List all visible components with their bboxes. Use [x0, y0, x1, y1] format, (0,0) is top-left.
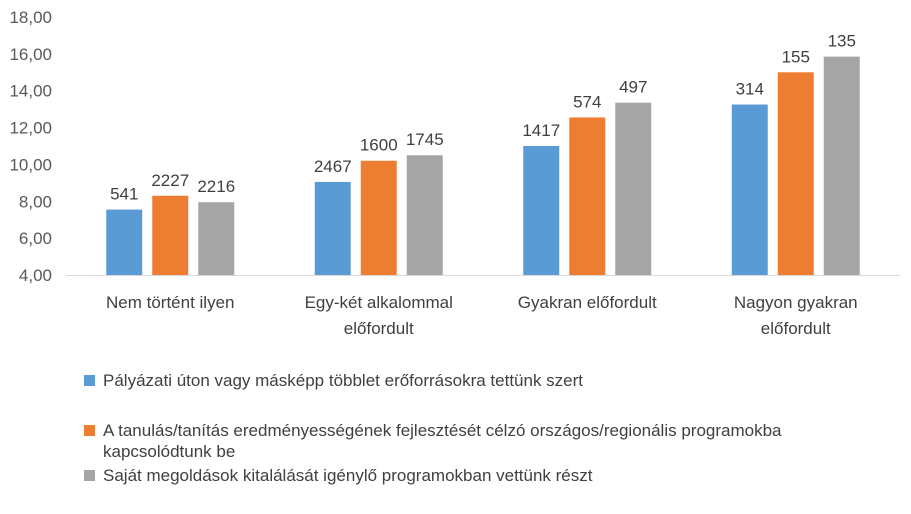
data-label: 1745: [406, 130, 444, 149]
bars: [106, 56, 860, 276]
legend-swatch-series-1: [84, 375, 95, 386]
bar-series-1-3: [523, 146, 560, 275]
data-label: 497: [619, 78, 647, 97]
data-label: 2227: [151, 171, 189, 190]
legend-label-series-2: A tanulás/tanítás eredményességének fejl…: [103, 421, 782, 461]
y-tick-label: 18,00: [9, 8, 52, 27]
legend-item-series-2: A tanulás/tanítás eredményességének fejl…: [84, 420, 863, 462]
bar-series-3-3: [615, 102, 652, 275]
data-label: 541: [110, 185, 138, 204]
bar-series-1-2: [314, 181, 351, 275]
data-label: 2216: [197, 177, 235, 196]
legend-swatch-series-2: [84, 425, 95, 436]
data-label: 1417: [522, 121, 560, 140]
bar-series-2-2: [360, 160, 397, 275]
bar-labels: 541 2227 2216 2467 1600 1745 1417 574 497 314 155 1…: [110, 32, 856, 204]
bar-series-3-2: [406, 155, 443, 275]
bar-series-2-4: [777, 72, 814, 276]
x-category-label: Gyakran előfordult: [518, 293, 657, 312]
y-axis: 4,00 6,00 8,00 10,00 12,00 14,00 16,00 18,00: [9, 8, 52, 285]
bar-series-1-4: [731, 104, 768, 276]
data-label: 574: [573, 92, 601, 111]
x-category-label: előfordult: [761, 319, 831, 338]
x-category-label: Egy-két alkalommal: [305, 293, 453, 312]
legend-item-series-3: Saját megoldások kitalálását igénylő pro…: [84, 465, 863, 486]
bar-series-3-4: [823, 56, 860, 275]
bar-series-3-1: [198, 202, 235, 275]
bar-series-2-3: [569, 117, 606, 275]
x-category-label: Nagyon gyakran: [734, 293, 858, 312]
data-label: 155: [782, 47, 810, 66]
bar-series-1-1: [106, 209, 143, 275]
y-tick-label: 8,00: [19, 192, 52, 211]
x-axis: Nem történt ilyen Egy-két alkalommal előfo…: [66, 275, 900, 338]
y-tick-label: 6,00: [19, 229, 52, 248]
y-tick-label: 12,00: [9, 119, 52, 138]
data-label: 2467: [314, 157, 352, 176]
legend-label-series-1: Pályázati úton vagy másképp többlet erőf…: [103, 371, 584, 390]
legend-label-series-3: Saját megoldások kitalálását igénylő pro…: [103, 466, 593, 485]
y-tick-label: 4,00: [19, 266, 52, 285]
y-tick-label: 14,00: [9, 82, 52, 101]
bar-series-2-1: [152, 195, 189, 275]
data-label: 314: [736, 80, 764, 99]
x-category-label: előfordult: [344, 319, 414, 338]
data-label: 135: [828, 32, 856, 51]
y-tick-label: 10,00: [9, 155, 52, 174]
y-tick-label: 16,00: [9, 45, 52, 64]
legend-item-series-1: Pályázati úton vagy másképp többlet erőf…: [84, 370, 863, 391]
legend-swatch-series-3: [84, 470, 95, 481]
x-category-label: Nem történt ilyen: [106, 293, 235, 312]
data-label: 1600: [360, 136, 398, 155]
